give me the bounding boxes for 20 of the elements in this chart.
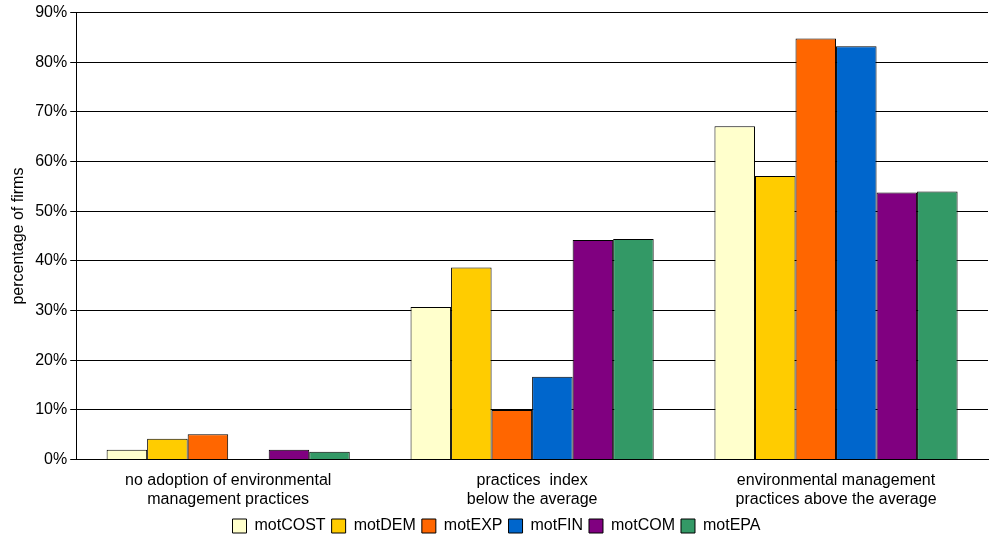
y-tick-label: 50%	[35, 201, 68, 219]
y-tick-label: 30%	[35, 301, 68, 319]
legend-label: motEXP	[443, 516, 503, 534]
legend-label: motDEM	[353, 516, 416, 534]
legend-label: motCOST	[254, 516, 326, 534]
y-tick-label: 40%	[35, 251, 68, 269]
y-tick-label: 20%	[35, 350, 68, 368]
legend-label: motCOM	[610, 516, 675, 534]
y-tick-label: 80%	[35, 52, 68, 70]
y-axis-title: percentage of firms	[9, 167, 27, 305]
x-tick-label: no adoption of environmental management practices	[125, 470, 332, 507]
y-tick-label: 60%	[35, 152, 68, 170]
x-tick-label: practices index below the average	[466, 470, 598, 507]
y-tick-label: 70%	[35, 102, 68, 120]
y-tick-label: 90%	[35, 3, 68, 21]
x-tick-label: environmental management practices above the average	[735, 470, 937, 507]
y-tick-label: 10%	[35, 400, 68, 418]
legend-label: motEPA	[702, 516, 761, 534]
legend-label: motFIN	[530, 516, 583, 534]
y-tick-label: 0%	[44, 450, 68, 468]
